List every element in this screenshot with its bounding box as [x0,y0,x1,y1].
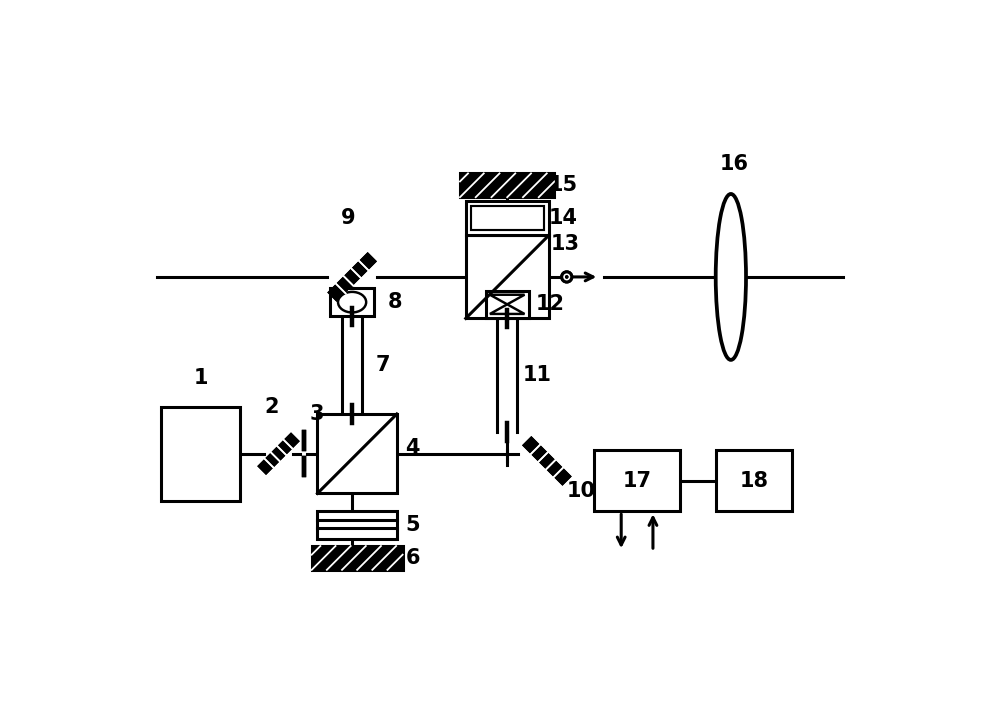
Polygon shape [259,435,298,473]
Polygon shape [524,438,570,483]
Bar [161,407,240,501]
Bar [471,206,544,230]
Circle shape [565,275,569,278]
Text: 17: 17 [623,471,652,491]
Text: 5: 5 [405,515,420,535]
Text: 11: 11 [523,366,552,385]
Bar [466,201,549,236]
Bar [716,450,792,511]
Bar [312,546,403,570]
Circle shape [562,272,572,282]
Ellipse shape [338,292,366,313]
Polygon shape [524,438,570,483]
Circle shape [565,275,569,278]
Text: 12: 12 [536,294,565,314]
Text: 4: 4 [405,438,420,458]
Bar [594,450,680,511]
Polygon shape [490,294,525,305]
Polygon shape [329,254,375,300]
Text: 14: 14 [549,208,578,228]
Text: 10: 10 [567,481,596,501]
Text: 16: 16 [720,153,749,174]
Text: 3: 3 [310,404,324,424]
Bar [460,174,554,197]
Text: 15: 15 [549,175,578,196]
Bar [317,511,397,539]
Polygon shape [329,254,375,300]
Text: 1: 1 [193,368,208,388]
Text: 8: 8 [388,292,403,312]
Ellipse shape [716,194,746,360]
Bar [317,414,397,494]
Bar [466,236,549,318]
Bar [486,291,529,318]
Text: 18: 18 [740,471,769,491]
Text: 7: 7 [375,356,390,375]
Text: 9: 9 [341,208,356,228]
Circle shape [562,272,572,282]
Polygon shape [490,305,525,314]
Text: 6: 6 [405,548,420,568]
Bar [330,289,374,316]
Text: 13: 13 [551,235,580,254]
Polygon shape [259,435,298,473]
Text: 2: 2 [264,397,279,417]
